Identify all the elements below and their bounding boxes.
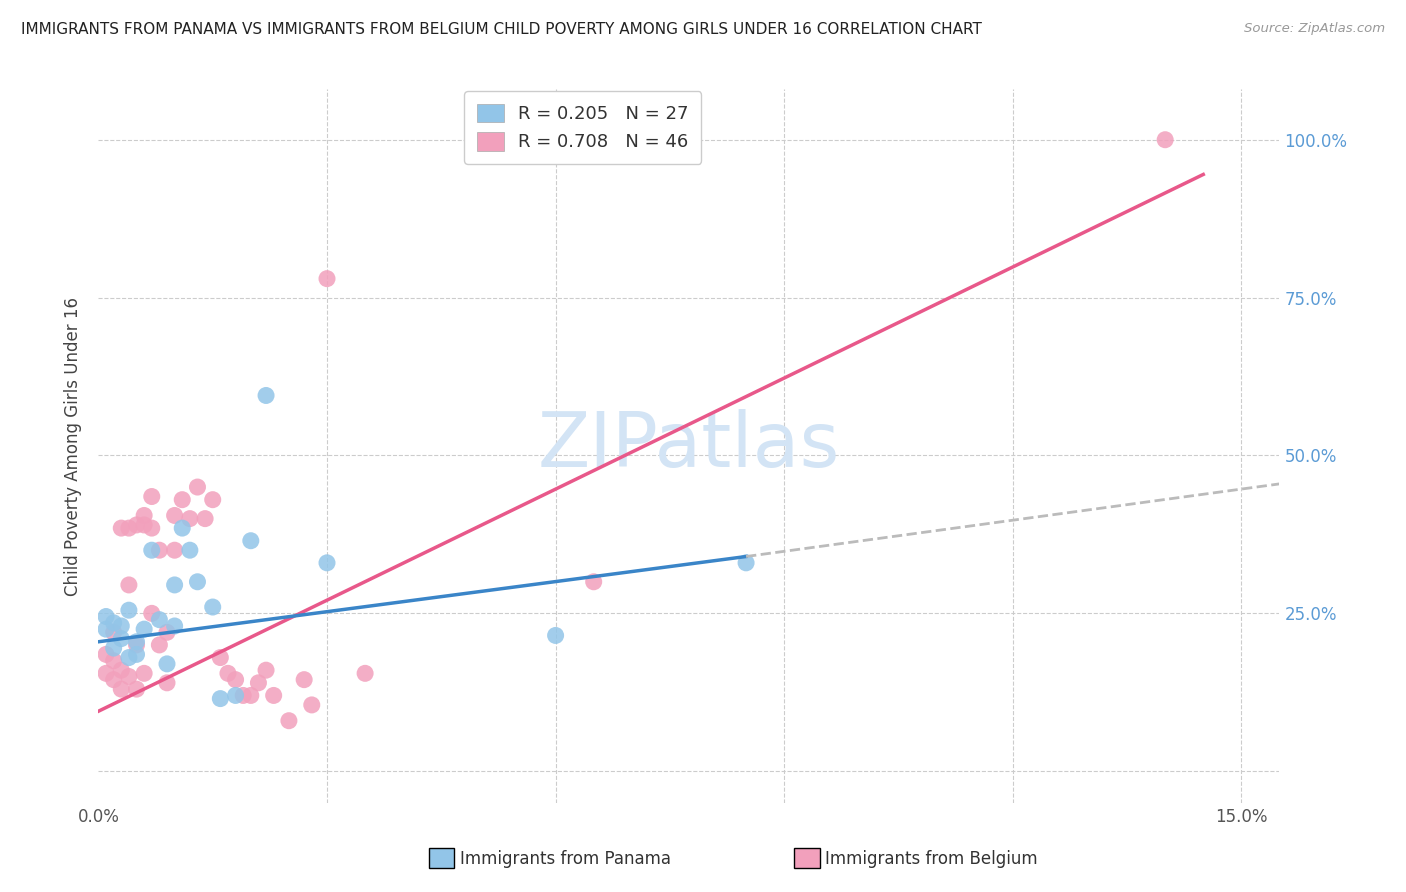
Text: Immigrants from Belgium: Immigrants from Belgium	[825, 850, 1038, 868]
Point	[316, 271, 339, 285]
Point	[179, 543, 201, 558]
Point	[156, 675, 179, 690]
Point	[125, 517, 148, 532]
Point	[134, 666, 156, 681]
Text: ZIPatlas: ZIPatlas	[537, 409, 841, 483]
Point	[148, 638, 170, 652]
Point	[110, 632, 132, 646]
Point	[110, 619, 132, 633]
Point	[163, 578, 186, 592]
Point	[103, 641, 125, 656]
Point	[156, 657, 179, 671]
Text: Immigrants from Panama: Immigrants from Panama	[460, 850, 671, 868]
Point	[254, 388, 277, 402]
Point	[94, 622, 117, 636]
Point	[148, 613, 170, 627]
Point	[118, 578, 141, 592]
Y-axis label: Child Poverty Among Girls Under 16: Child Poverty Among Girls Under 16	[65, 296, 83, 596]
Text: Source: ZipAtlas.com: Source: ZipAtlas.com	[1244, 22, 1385, 36]
Point	[134, 517, 156, 532]
Point	[217, 666, 239, 681]
Point	[148, 543, 170, 558]
Point	[209, 650, 232, 665]
Point	[1154, 133, 1177, 147]
Point	[209, 691, 232, 706]
Point	[125, 682, 148, 697]
Point	[194, 511, 217, 525]
Point	[110, 682, 132, 697]
Point	[118, 521, 141, 535]
Point	[94, 666, 117, 681]
Point	[134, 508, 156, 523]
Point	[172, 492, 194, 507]
Point	[277, 714, 299, 728]
Point	[141, 543, 163, 558]
Point	[186, 574, 208, 589]
Point	[110, 663, 132, 677]
Point	[125, 638, 148, 652]
Point	[125, 648, 148, 662]
Point	[118, 669, 141, 683]
Point	[125, 634, 148, 648]
Point	[247, 675, 270, 690]
Point	[172, 521, 194, 535]
Point	[94, 609, 117, 624]
Point	[118, 650, 141, 665]
Point	[301, 698, 323, 712]
Point	[134, 622, 156, 636]
Point	[103, 625, 125, 640]
Point	[544, 628, 567, 642]
Point	[118, 603, 141, 617]
Point	[141, 521, 163, 535]
Point	[316, 556, 339, 570]
Point	[179, 511, 201, 525]
Point	[163, 543, 186, 558]
Point	[354, 666, 377, 681]
Point	[103, 615, 125, 630]
Point	[225, 673, 247, 687]
Point	[201, 600, 224, 615]
Point	[103, 673, 125, 687]
Point	[103, 654, 125, 668]
Point	[141, 607, 163, 621]
Legend: R = 0.205   N = 27, R = 0.708   N = 46: R = 0.205 N = 27, R = 0.708 N = 46	[464, 91, 702, 164]
Point	[254, 663, 277, 677]
Point	[156, 625, 179, 640]
Point	[582, 574, 605, 589]
Point	[263, 689, 285, 703]
Point	[201, 492, 224, 507]
Point	[239, 533, 262, 548]
Point	[110, 521, 132, 535]
Point	[292, 673, 315, 687]
Point	[239, 689, 262, 703]
Point	[186, 480, 208, 494]
Point	[163, 619, 186, 633]
Point	[225, 689, 247, 703]
Point	[94, 648, 117, 662]
Point	[163, 508, 186, 523]
Point	[232, 689, 254, 703]
Point	[735, 556, 758, 570]
Text: IMMIGRANTS FROM PANAMA VS IMMIGRANTS FROM BELGIUM CHILD POVERTY AMONG GIRLS UNDE: IMMIGRANTS FROM PANAMA VS IMMIGRANTS FRO…	[21, 22, 981, 37]
Point	[141, 490, 163, 504]
